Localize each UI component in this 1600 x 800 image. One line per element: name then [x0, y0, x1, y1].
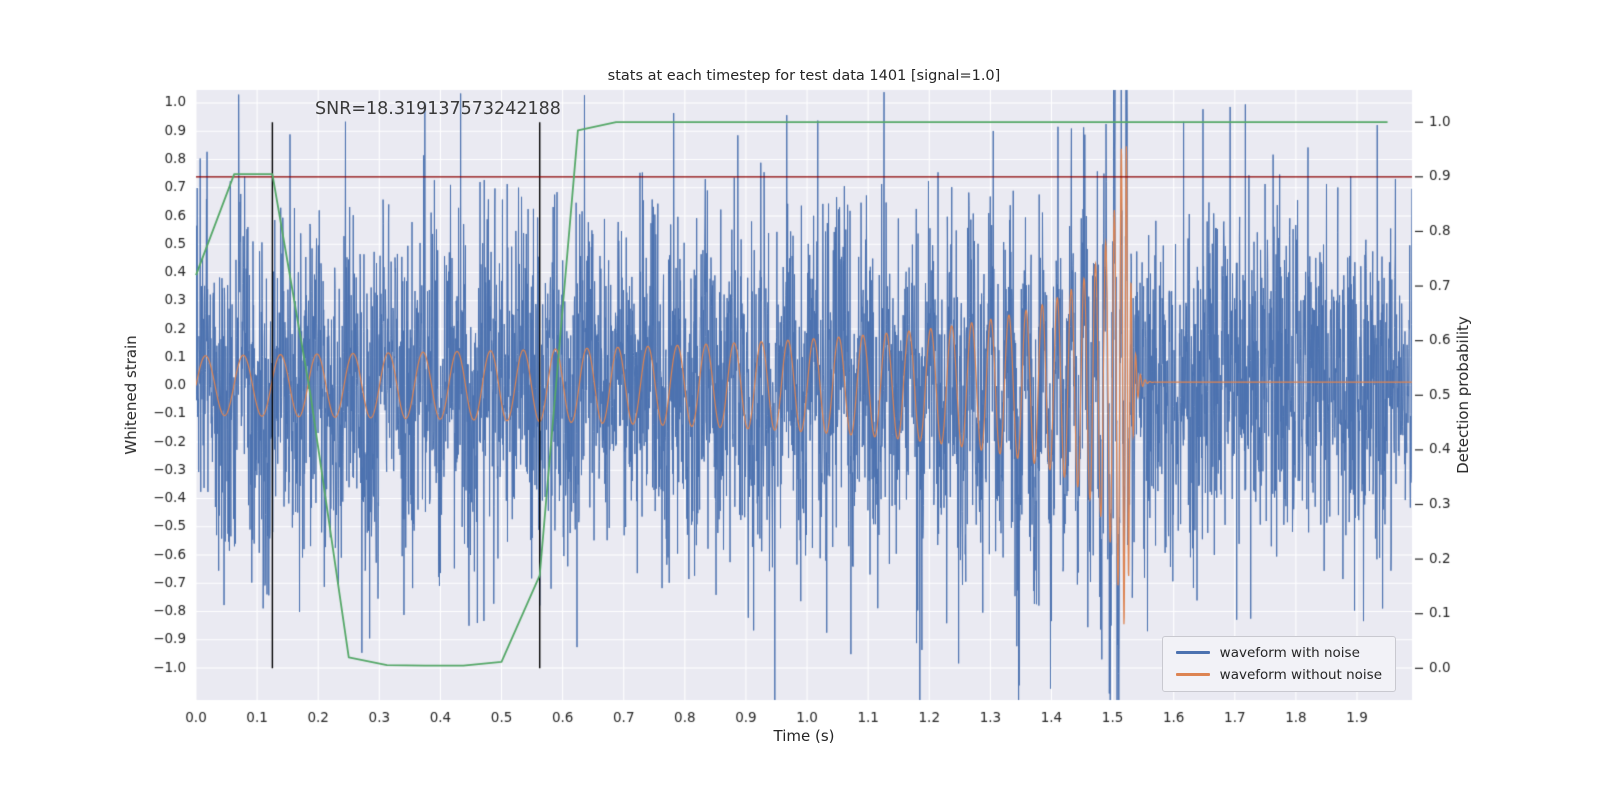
legend: waveform with noise waveform without noi… [1161, 635, 1396, 692]
right-y-axis-label: Detection probability [1454, 316, 1472, 474]
left-y-axis-label: Whitened strain [122, 335, 140, 455]
legend-line-with-noise [1175, 651, 1210, 655]
legend-item-with-noise: waveform with noise [1175, 644, 1382, 661]
chart-title: stats at each timestep for test data 140… [607, 68, 1001, 84]
legend-line-without-noise [1175, 673, 1210, 677]
snr-annotation: SNR=18.319137573242188 [315, 99, 561, 119]
legend-label-with-noise: waveform with noise [1219, 644, 1360, 661]
x-axis-label: Time (s) [773, 727, 835, 745]
legend-label-without-noise: waveform without noise [1219, 666, 1382, 683]
legend-item-without-noise: waveform without noise [1175, 666, 1382, 683]
